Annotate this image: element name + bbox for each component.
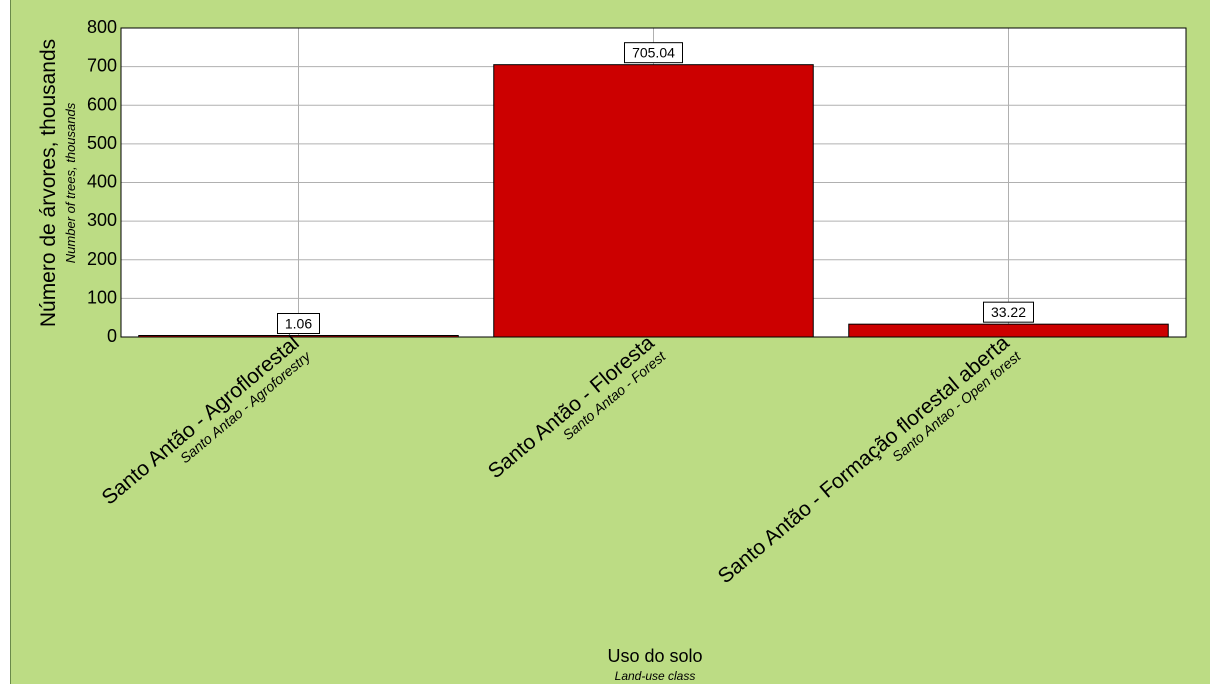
category-label: Santo Antão - Formação florestal aberta <box>714 331 1014 588</box>
data-label-box <box>277 313 320 334</box>
category-label-group: Santo Antão - Formação florestal abertaS… <box>714 331 1025 588</box>
y-tick-label: 100 <box>87 287 117 307</box>
data-label-group: 33.22 <box>983 301 1034 323</box>
category-label: Santo Antão - Agroflorestal <box>98 331 304 509</box>
data-label-group: 705.04 <box>624 42 683 64</box>
data-label-box <box>624 42 683 64</box>
bar-chart: 0 100 200 300 400 500 600 700 800 1.06 705.04 33.2… <box>37 17 1187 683</box>
y-tick-label: 500 <box>87 133 117 153</box>
y-tick-label: 400 <box>87 172 117 192</box>
y-axis-sublabel: Number of trees, thousands <box>63 102 78 263</box>
y-tick-label: 0 <box>107 326 117 346</box>
x-axis-sublabel: Land-use class <box>615 669 696 683</box>
category-label: Santo Antão - Floresta <box>484 331 659 483</box>
data-label-group: 1.06 <box>277 313 320 334</box>
bar <box>848 323 1169 338</box>
y-tick-label: 800 <box>87 17 117 37</box>
chart-background: 0 100 200 300 400 500 600 700 800 1.06 705.04 33.2… <box>10 0 1210 684</box>
y-tick-labels: 0 100 200 300 400 500 600 700 800 <box>87 17 117 346</box>
plot-border <box>120 27 1187 338</box>
y-axis-label: Número de árvores, thousands <box>37 39 60 327</box>
y-tick-label: 700 <box>87 56 117 76</box>
data-labels: 1.06 705.04 33.22 <box>277 42 1034 334</box>
y-tick-label: 200 <box>87 249 117 269</box>
y-tick-label: 300 <box>87 210 117 230</box>
bar <box>493 64 814 338</box>
data-label: 1.06 <box>285 316 312 332</box>
data-label: 705.04 <box>632 45 675 61</box>
x-axis-label: Uso do solo <box>607 646 702 666</box>
y-tick-label: 600 <box>87 94 117 114</box>
data-label: 33.22 <box>991 304 1026 320</box>
bars <box>138 64 1169 338</box>
data-label-box <box>983 301 1034 323</box>
